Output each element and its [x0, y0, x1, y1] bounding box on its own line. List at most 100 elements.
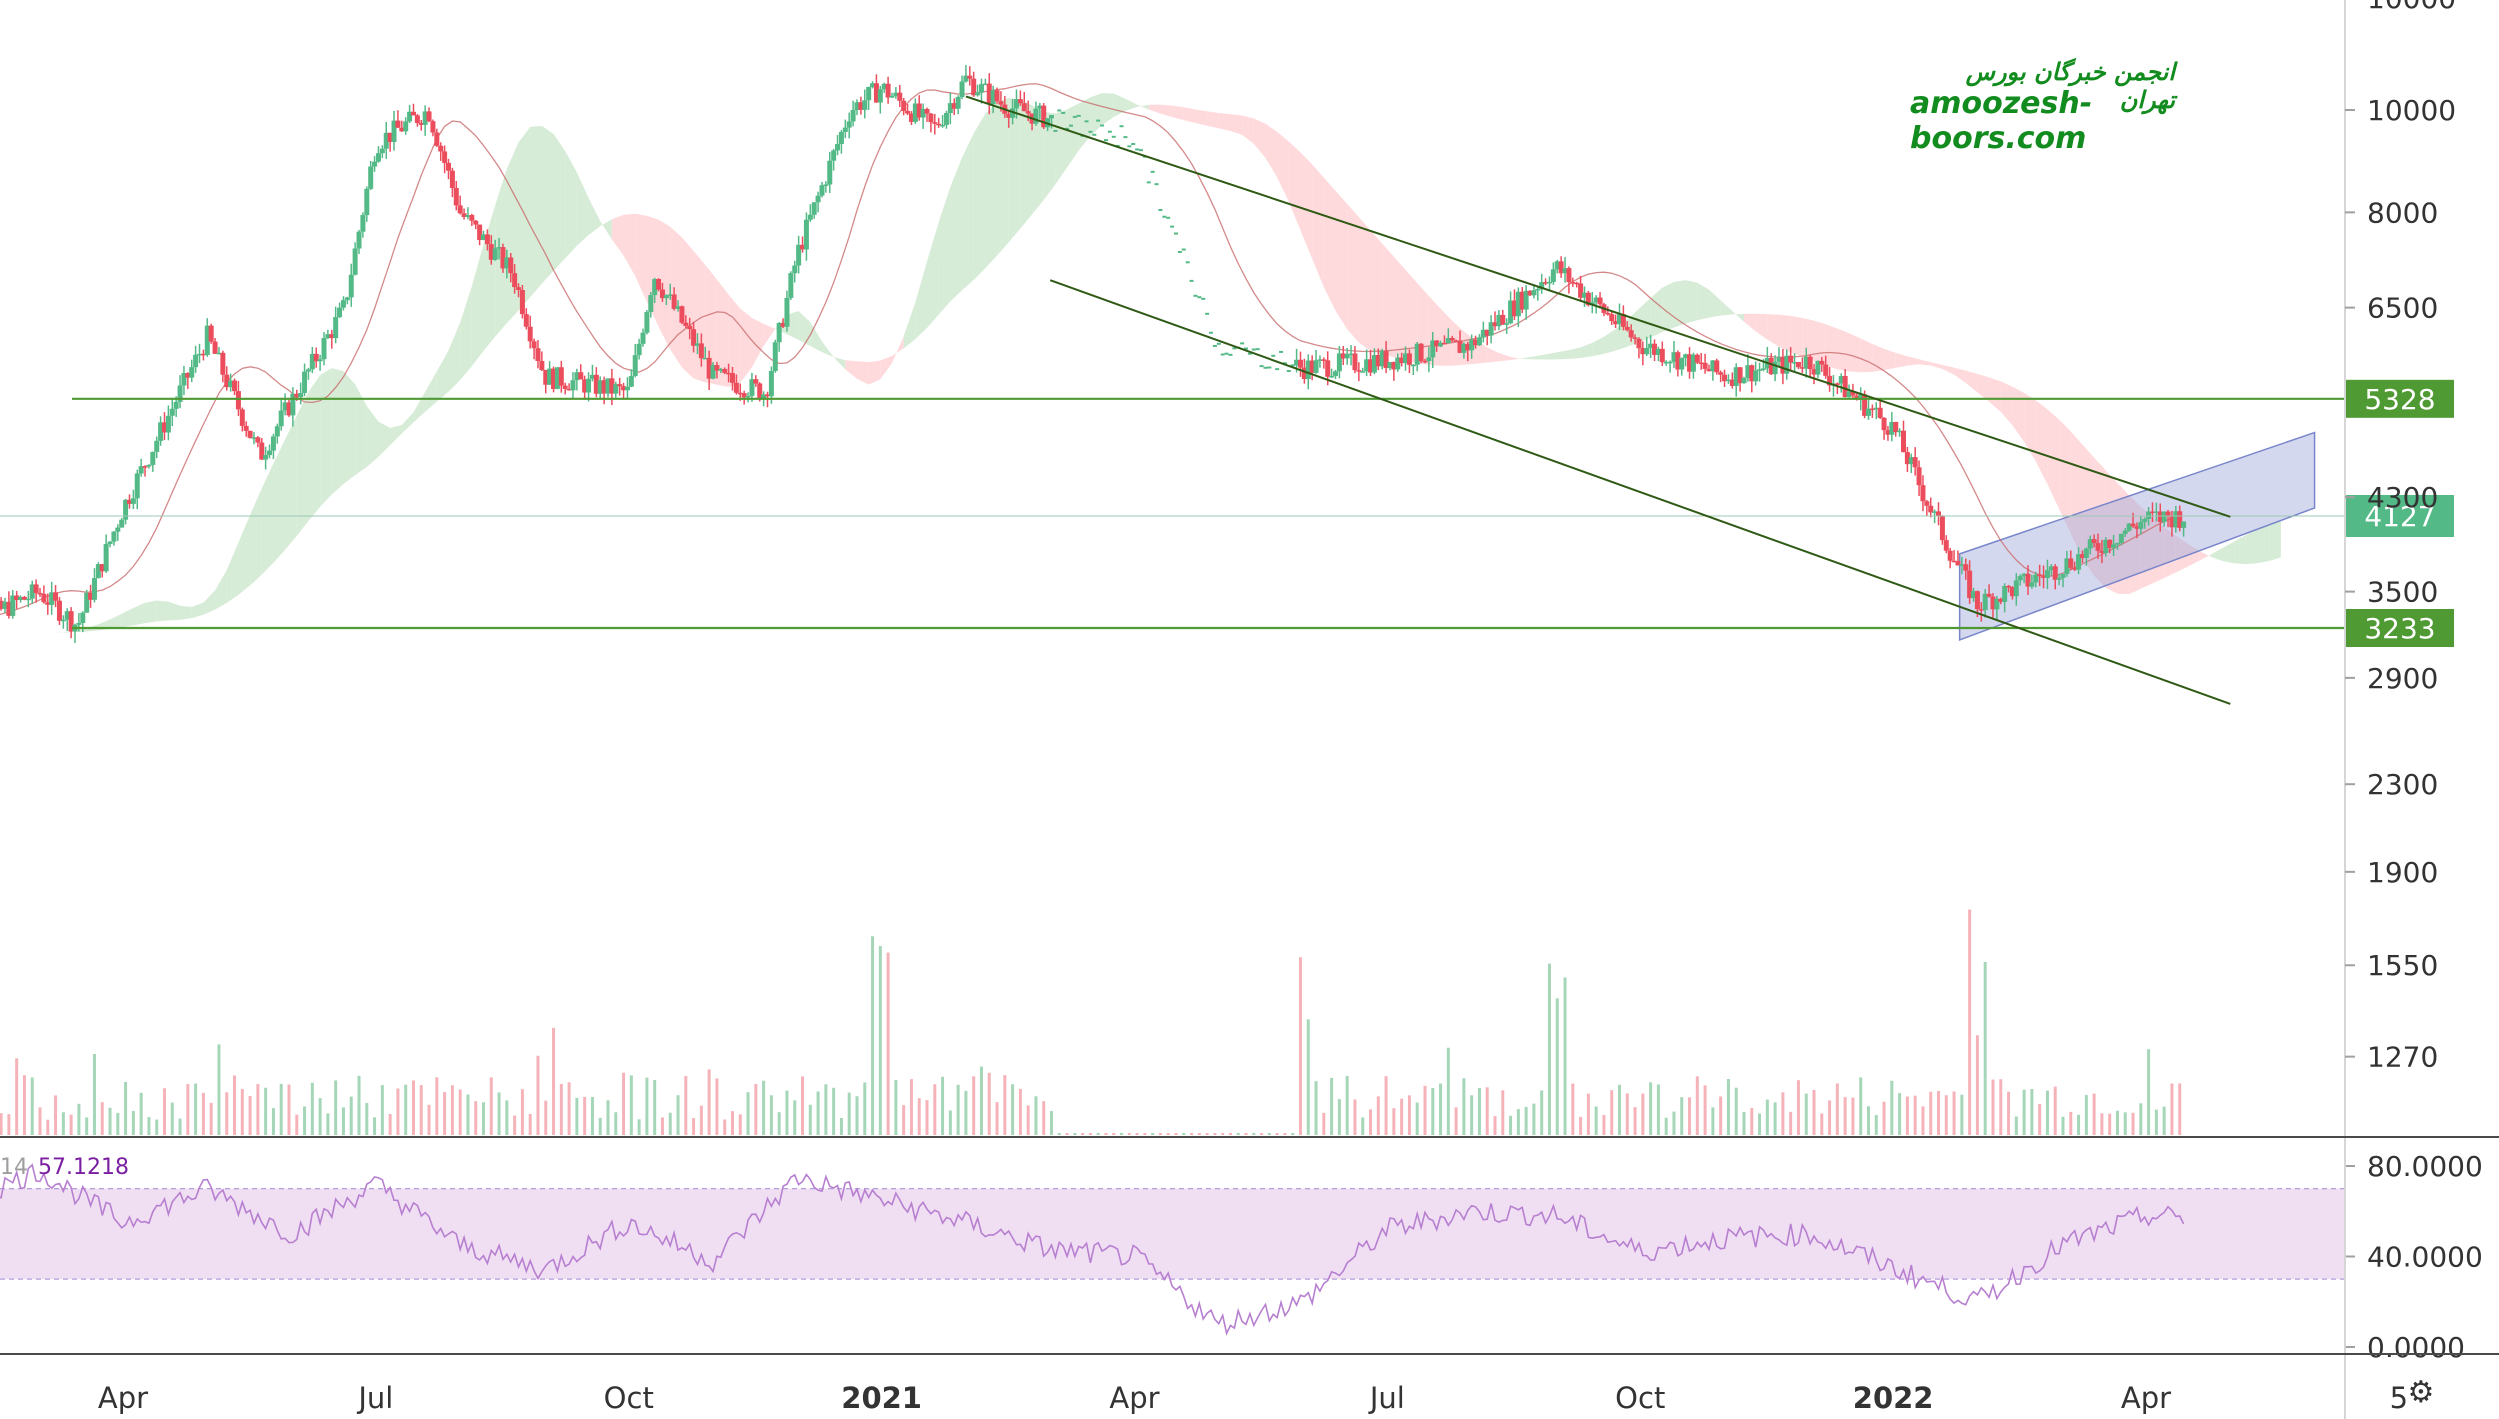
volume-bar — [2147, 1049, 2151, 1135]
candle-body — [1776, 357, 1782, 362]
volume-bar — [1275, 1133, 1279, 1135]
volume-bar — [1641, 1093, 1645, 1135]
cloud-segment — [390, 424, 402, 446]
candle-body — [2006, 585, 2012, 588]
candle-body — [656, 279, 662, 290]
volume-bar — [1065, 1133, 1069, 1135]
candle-body — [1624, 326, 1630, 331]
candle-body — [1434, 340, 1440, 347]
candle-body — [877, 89, 883, 103]
cloud-segment — [798, 310, 811, 347]
candle-body — [609, 378, 615, 394]
volume-bar — [2170, 1083, 2174, 1135]
candle-body — [516, 287, 522, 291]
volume-bar — [1361, 1117, 1365, 1135]
cloud-segment — [1323, 177, 1336, 311]
cloud-segment — [1568, 347, 1581, 359]
candle-body — [819, 185, 825, 196]
trendline-upper-downtrend — [965, 95, 2231, 518]
candle-body — [916, 103, 922, 118]
candle-body — [1663, 361, 1669, 364]
candle-body — [1698, 362, 1704, 365]
volume-bar — [1921, 1106, 1925, 1135]
cloud-segment — [611, 214, 624, 256]
candle-body — [512, 273, 518, 288]
candle-body — [1578, 283, 1584, 298]
cloud-segment — [425, 371, 437, 412]
candle-body — [1862, 394, 1868, 416]
volume-bar — [240, 1089, 244, 1135]
candle-body — [675, 306, 681, 309]
cloud-segment — [1148, 104, 1161, 114]
candle-body — [959, 81, 965, 97]
candle-body — [239, 409, 245, 426]
cloud-segment — [1160, 104, 1173, 117]
candle-body — [1725, 379, 1731, 382]
candle-body — [776, 323, 782, 343]
volume-bar — [824, 1084, 828, 1135]
volume-bar — [1937, 1090, 1941, 1135]
candle-body — [2134, 526, 2140, 529]
candle-body — [796, 244, 802, 266]
candle-body — [165, 415, 171, 433]
candle-body — [570, 380, 576, 391]
candle-body — [228, 380, 234, 388]
gear-icon[interactable]: ⚙ — [2407, 1375, 2435, 1410]
candle-body — [1539, 282, 1545, 290]
volume-bar — [1011, 1084, 1015, 1135]
candle-body — [1379, 350, 1385, 367]
candle-body — [854, 102, 860, 111]
volume-bar — [1493, 1116, 1497, 1135]
volume-bar — [1228, 1133, 1232, 1135]
volume-bar — [341, 1107, 345, 1135]
candle-body — [1476, 337, 1482, 346]
volume-bar — [1477, 1087, 1481, 1135]
candle-body — [1025, 111, 1031, 114]
volume-bar — [1470, 1095, 1474, 1135]
cloud-segment — [716, 279, 729, 388]
volume-bar — [1610, 1090, 1614, 1135]
candle-body — [539, 361, 545, 370]
candle-body — [1348, 353, 1354, 355]
cloud-segment — [2269, 520, 2281, 561]
candle-body — [2072, 567, 2078, 570]
volume-bar — [769, 1095, 773, 1135]
candle-body — [247, 430, 253, 438]
candle-body — [967, 75, 973, 79]
candle-body — [438, 145, 444, 152]
cloud-segment — [2129, 495, 2141, 595]
time-tick-label: 5 — [2390, 1381, 2408, 1415]
volume-bar — [22, 1075, 26, 1135]
candle-body — [1605, 312, 1611, 315]
candle-body — [729, 373, 735, 383]
candle-body — [1504, 323, 1510, 325]
volume-bar — [606, 1100, 610, 1135]
cloud-segment — [1907, 356, 1920, 366]
candle-body — [375, 153, 381, 162]
candle-body — [158, 422, 164, 441]
candle-body — [1527, 290, 1533, 296]
candle-body — [687, 325, 693, 330]
candle-body — [0, 600, 4, 609]
candle-body — [391, 120, 397, 142]
volume-bar — [513, 1115, 517, 1135]
candle-body — [1305, 360, 1311, 379]
candle-body — [216, 352, 222, 355]
candle-body — [488, 244, 494, 260]
candle-body — [1399, 357, 1405, 364]
candle-body — [2153, 511, 2159, 513]
candle-body — [1679, 357, 1685, 370]
candle-body — [1383, 350, 1389, 369]
candle-body — [2118, 533, 2124, 544]
volume-bar — [715, 1078, 719, 1135]
candle-body — [1632, 337, 1638, 339]
candle-body — [197, 353, 203, 356]
candle-body — [1834, 383, 1840, 385]
cloud-segment — [2187, 543, 2200, 567]
candle-body — [150, 451, 156, 465]
candle-body — [1760, 368, 1766, 370]
candle-body — [76, 622, 82, 625]
candle-body — [2169, 516, 2175, 528]
volume-bar — [668, 1112, 672, 1135]
rsi-band — [0, 1188, 2345, 1280]
